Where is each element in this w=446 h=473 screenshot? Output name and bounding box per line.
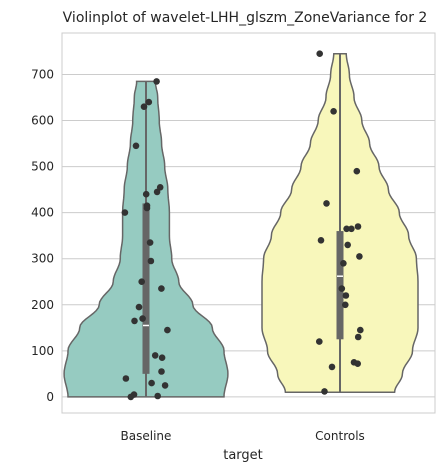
data-point: [153, 78, 160, 85]
data-point: [357, 326, 364, 334]
data-point: [153, 188, 161, 196]
data-point: [127, 393, 135, 401]
data-point: [154, 392, 161, 400]
x-axis: Baseline Controls: [121, 429, 365, 443]
violin-iqr-box: [336, 231, 344, 340]
plot-frame: [61, 32, 436, 414]
data-point: [158, 285, 165, 292]
y-tick-label: 300: [31, 252, 54, 266]
data-point: [356, 253, 363, 260]
data-point: [158, 368, 165, 375]
data-point: [139, 315, 146, 322]
data-point: [342, 301, 349, 309]
data-point: [135, 303, 143, 311]
data-point: [140, 103, 148, 110]
data-point: [164, 326, 171, 334]
data-point: [131, 317, 138, 325]
data-point: [161, 382, 169, 389]
data-point: [342, 292, 350, 299]
y-tick-label: 0: [46, 390, 54, 404]
y-axis: 0 100 200 300 400 500 600 700: [31, 67, 54, 403]
x-tick-label: Controls: [315, 429, 365, 443]
data-point: [146, 239, 154, 246]
y-tick-label: 600: [31, 114, 54, 128]
violins: [63, 50, 419, 401]
data-point: [317, 237, 325, 244]
data-point: [147, 257, 155, 265]
chart-title: Violinplot of wavelet-LHH_glszm_ZoneVari…: [63, 10, 428, 26]
data-point: [321, 388, 328, 395]
y-tick-label: 100: [31, 344, 54, 358]
violin-iqr-box: [142, 203, 150, 374]
data-point: [121, 209, 129, 216]
data-point: [132, 142, 140, 150]
violin-controls: [261, 50, 419, 395]
y-tick-label: 400: [31, 206, 54, 220]
y-tick-label: 700: [31, 67, 54, 81]
data-point: [122, 375, 130, 382]
data-point: [354, 333, 362, 341]
y-tick-label: 200: [31, 298, 54, 312]
data-point: [138, 278, 145, 286]
data-point: [338, 285, 346, 292]
data-point: [316, 50, 324, 57]
data-point: [353, 167, 361, 175]
data-point: [328, 363, 336, 371]
data-point: [344, 241, 352, 249]
data-point: [148, 379, 155, 387]
data-point: [330, 108, 337, 115]
violin-baseline: [63, 78, 229, 401]
data-point: [316, 338, 323, 345]
data-point: [354, 223, 362, 230]
data-point: [145, 98, 153, 106]
data-point: [323, 200, 330, 207]
data-point: [343, 225, 350, 233]
data-point: [340, 260, 347, 267]
data-point: [142, 190, 150, 198]
data-point: [354, 360, 362, 368]
data-point: [143, 204, 151, 212]
data-point: [348, 225, 355, 233]
x-axis-title: target: [223, 448, 263, 463]
data-point: [151, 352, 159, 359]
x-tick-label: Baseline: [121, 429, 172, 443]
data-point: [158, 354, 166, 362]
y-tick-label: 500: [31, 160, 54, 174]
